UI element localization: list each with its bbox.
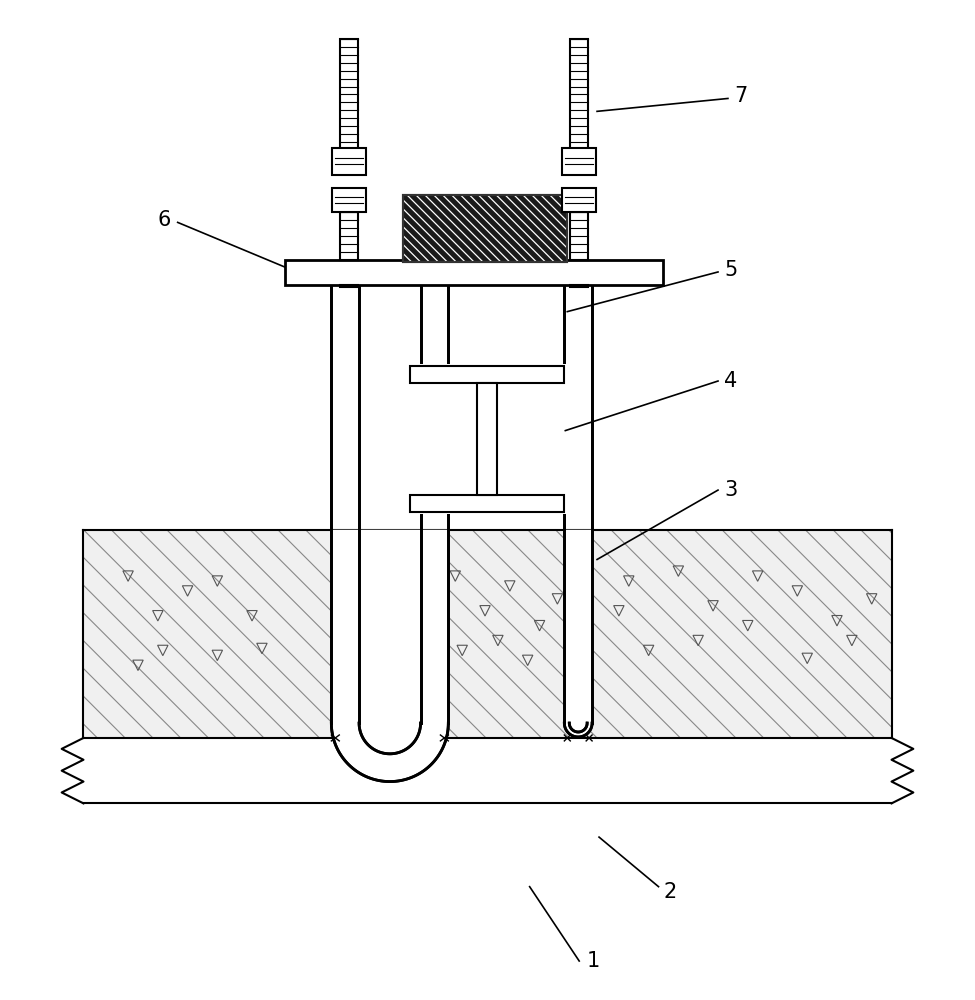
Text: 6: 6	[157, 210, 171, 230]
Polygon shape	[565, 530, 592, 737]
Text: 4: 4	[724, 371, 737, 391]
Bar	[570, 39, 588, 173]
Polygon shape	[332, 530, 448, 782]
Bar	[84, 530, 891, 738]
Text: 1: 1	[587, 951, 601, 971]
Bar	[410, 495, 565, 512]
Bar	[332, 188, 366, 212]
Bar	[410, 366, 565, 383]
Bar	[285, 260, 663, 285]
Bar	[570, 285, 588, 287]
Text: 2: 2	[663, 882, 677, 902]
Bar	[340, 39, 358, 173]
Bar	[403, 195, 567, 262]
Text: 7: 7	[734, 86, 747, 106]
Bar	[340, 285, 358, 287]
Bar	[570, 212, 588, 260]
Text: 3: 3	[724, 480, 737, 500]
Text: 5: 5	[724, 260, 737, 280]
Bar	[403, 195, 567, 262]
Bar	[332, 148, 366, 175]
Bar	[563, 188, 596, 212]
Bar	[477, 383, 497, 495]
Bar	[563, 148, 596, 175]
Bar	[408, 364, 566, 514]
Bar	[340, 212, 358, 260]
